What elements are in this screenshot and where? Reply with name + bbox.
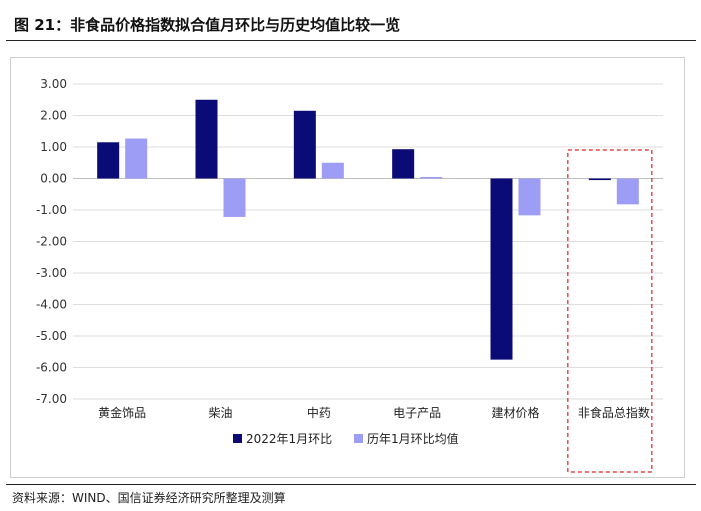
figure-title: 图 21：非食品价格指数拟合值月环比与历史均值比较一览 bbox=[14, 16, 401, 34]
x-tick-label: 非食品总指数 bbox=[578, 405, 650, 420]
y-tick-label: -5.00 bbox=[36, 329, 67, 343]
legend-label: 2022年1月环比 bbox=[246, 432, 332, 446]
bar-current bbox=[293, 110, 316, 179]
bar-current bbox=[588, 178, 611, 181]
legend-swatch bbox=[354, 434, 363, 443]
source-divider bbox=[6, 484, 696, 485]
highlight-box bbox=[567, 149, 653, 473]
y-tick-label: 2.00 bbox=[40, 109, 67, 123]
y-tick-label: -2.00 bbox=[36, 235, 67, 249]
legend-swatch bbox=[233, 434, 242, 443]
bar-average bbox=[125, 138, 148, 179]
bar-average bbox=[616, 178, 639, 205]
bar-current bbox=[490, 178, 513, 360]
x-tick-label: 电子产品 bbox=[393, 406, 441, 420]
y-tick-label: -3.00 bbox=[36, 266, 67, 280]
y-tick-label: 3.00 bbox=[40, 77, 67, 91]
y-tick-label: 1.00 bbox=[40, 140, 67, 154]
x-tick-label: 中药 bbox=[307, 405, 331, 420]
x-tick-label: 柴油 bbox=[208, 406, 232, 420]
y-tick-label: -4.00 bbox=[36, 298, 67, 312]
chart-frame: 3.00 2.00 1.00 0.00 -1.00 -2.00 -3.00 -4.00 -5.0… bbox=[10, 57, 685, 478]
bar-current bbox=[195, 99, 218, 179]
title-divider bbox=[6, 40, 696, 41]
bar-average bbox=[420, 176, 443, 179]
bar-average bbox=[518, 178, 541, 216]
bar-current bbox=[97, 142, 120, 179]
bar-chart: 3.00 2.00 1.00 0.00 -1.00 -2.00 -3.00 -4.00 -5.0… bbox=[36, 77, 663, 473]
y-tick-label: 0.00 bbox=[40, 172, 67, 186]
y-tick-label: -1.00 bbox=[36, 203, 67, 217]
bar-average bbox=[223, 178, 246, 217]
bar-current bbox=[392, 149, 415, 179]
y-tick-label: -6.00 bbox=[36, 361, 67, 375]
source-note: 资料来源：WIND、国信证券经济研究所整理及测算 bbox=[12, 491, 286, 505]
y-tick-label: -7.00 bbox=[36, 392, 67, 406]
x-tick-label: 黄金饰品 bbox=[98, 405, 146, 420]
legend-label: 历年1月环比均值 bbox=[367, 431, 459, 446]
bar-average bbox=[321, 162, 344, 179]
x-tick-label: 建材价格 bbox=[491, 405, 539, 420]
